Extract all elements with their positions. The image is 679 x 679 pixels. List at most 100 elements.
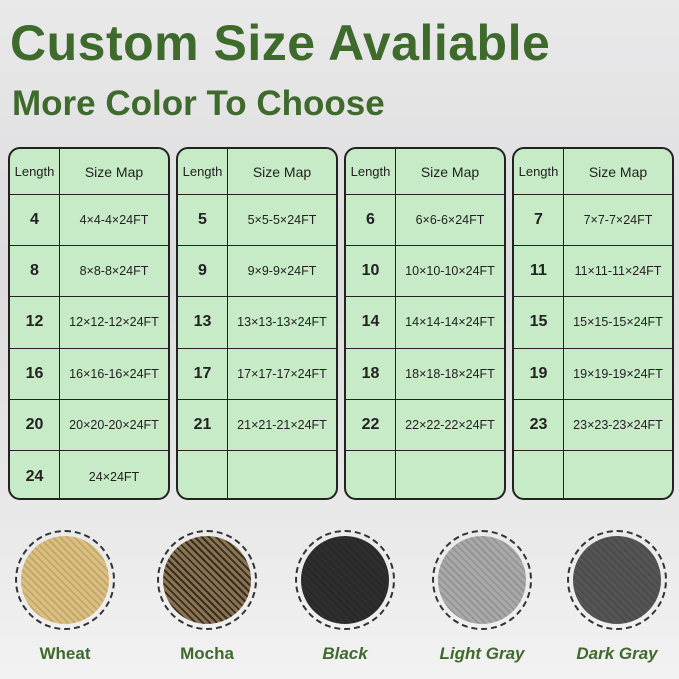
table-row: 22 22×22-22×24FT (346, 399, 504, 451)
size-cell (396, 451, 504, 498)
table-row (514, 450, 672, 498)
length-cell: 7 (514, 195, 564, 246)
table-row: 15 15×15-15×24FT (514, 297, 672, 349)
size-cell: 15×15-15×24FT (573, 315, 663, 330)
size-cell: 9×9-9×24FT (247, 264, 317, 279)
size-cell: 14×14-14×24FT (405, 315, 495, 330)
length-cell: 24 (10, 450, 60, 498)
size-cell (564, 451, 672, 498)
length-cell: 21 (178, 399, 228, 450)
size-cell: 7×7-7×24FT (583, 213, 653, 228)
size-table: Length Size Map 5 5×5-5×24FT 9 9×9-9×24FT 13 13… (176, 147, 338, 500)
length-cell: 16 (10, 348, 60, 399)
fabric-sample (573, 536, 661, 624)
table-row: 14 14×14-14×24FT (346, 297, 504, 349)
length-cell: 10 (346, 246, 396, 297)
size-cell (228, 451, 336, 498)
length-cell (514, 450, 564, 498)
header-length: Length (346, 149, 396, 194)
color-label: Wheat (39, 644, 91, 663)
length-cell: 20 (10, 399, 60, 450)
header-length: Length (178, 149, 228, 194)
color-label: Black (322, 644, 368, 663)
color-swatch-light-gray[interactable] (432, 530, 532, 630)
table-header-row: Length Size Map (10, 149, 168, 195)
table-row (346, 450, 504, 498)
length-cell: 23 (514, 399, 564, 450)
table-header-row: Length Size Map (514, 149, 672, 195)
table-row: 21 21×21-21×24FT (178, 399, 336, 451)
color-label: Dark Gray (576, 644, 658, 663)
size-cell: 13×13-13×24FT (237, 315, 327, 330)
fabric-sample (438, 536, 526, 624)
page-subtitle: More Color To Choose (12, 84, 385, 123)
length-cell: 11 (514, 246, 564, 297)
size-cell: 11×11-11×24FT (574, 264, 662, 279)
header-size-map: Size Map (588, 163, 648, 180)
size-cell: 5×5-5×24FT (247, 213, 317, 228)
length-cell: 5 (178, 195, 228, 246)
table-row: 12 12×12-12×24FT (10, 297, 168, 349)
table-row: 24 24×24FT (10, 450, 168, 498)
color-label: Mocha (180, 644, 234, 663)
fabric-sample (301, 536, 389, 624)
color-label: Light Gray (439, 644, 525, 663)
table-header-row: Length Size Map (178, 149, 336, 195)
length-cell: 13 (178, 297, 228, 348)
length-cell: 8 (10, 246, 60, 297)
table-row: 4 4×4-4×24FT (10, 195, 168, 247)
size-table: Length Size Map 7 7×7-7×24FT 11 11×11-11×24FT… (512, 147, 674, 500)
header-size-map: Size Map (252, 163, 312, 180)
size-cell: 6×6-6×24FT (415, 213, 485, 228)
color-swatch-mocha[interactable] (157, 530, 257, 630)
table-row: 11 11×11-11×24FT (514, 246, 672, 298)
size-cell: 10×10-10×24FT (405, 264, 495, 279)
table-row: 6 6×6-6×24FT (346, 195, 504, 247)
table-row: 19 19×19-19×24FT (514, 348, 672, 400)
length-cell: 14 (346, 297, 396, 348)
table-row: 20 20×20-20×24FT (10, 399, 168, 451)
table-row: 17 17×17-17×24FT (178, 348, 336, 400)
size-table: Length Size Map 6 6×6-6×24FT 10 10×10-10×24FT… (344, 147, 506, 500)
size-cell: 23×23-23×24FT (573, 417, 663, 432)
length-cell: 4 (10, 195, 60, 246)
size-cell: 19×19-19×24FT (573, 366, 663, 381)
size-cell: 21×21-21×24FT (237, 417, 327, 432)
color-swatch-dark-gray[interactable] (567, 530, 667, 630)
table-row: 16 16×16-16×24FT (10, 348, 168, 400)
length-cell: 9 (178, 246, 228, 297)
length-cell: 12 (10, 297, 60, 348)
table-header-row: Length Size Map (346, 149, 504, 195)
fabric-sample (21, 536, 109, 624)
length-cell (178, 450, 228, 498)
header-length: Length (514, 149, 564, 194)
table-row: 7 7×7-7×24FT (514, 195, 672, 247)
length-cell (346, 450, 396, 498)
table-row: 13 13×13-13×24FT (178, 297, 336, 349)
color-swatch-black[interactable] (295, 530, 395, 630)
size-cell: 8×8-8×24FT (79, 264, 149, 279)
size-cell: 18×18-18×24FT (405, 366, 495, 381)
table-row (178, 450, 336, 498)
size-table: Length Size Map 4 4×4-4×24FT 8 8×8-8×24FT 12 12… (8, 147, 170, 500)
table-row: 18 18×18-18×24FT (346, 348, 504, 400)
table-row: 10 10×10-10×24FT (346, 246, 504, 298)
table-row: 23 23×23-23×24FT (514, 399, 672, 451)
size-cell: 22×22-22×24FT (405, 417, 495, 432)
color-swatch-wheat[interactable] (15, 530, 115, 630)
size-cell: 20×20-20×24FT (69, 417, 159, 432)
size-cell: 16×16-16×24FT (69, 366, 159, 381)
length-cell: 6 (346, 195, 396, 246)
length-cell: 15 (514, 297, 564, 348)
table-row: 5 5×5-5×24FT (178, 195, 336, 247)
header-size-map: Size Map (420, 163, 480, 180)
header-length: Length (10, 149, 60, 194)
size-cell: 12×12-12×24FT (69, 315, 159, 330)
length-cell: 22 (346, 399, 396, 450)
size-cell: 24×24FT (88, 469, 140, 484)
fabric-sample (163, 536, 251, 624)
table-row: 8 8×8-8×24FT (10, 246, 168, 298)
length-cell: 18 (346, 348, 396, 399)
size-cell: 4×4-4×24FT (79, 213, 149, 228)
header-size-map: Size Map (84, 163, 144, 180)
